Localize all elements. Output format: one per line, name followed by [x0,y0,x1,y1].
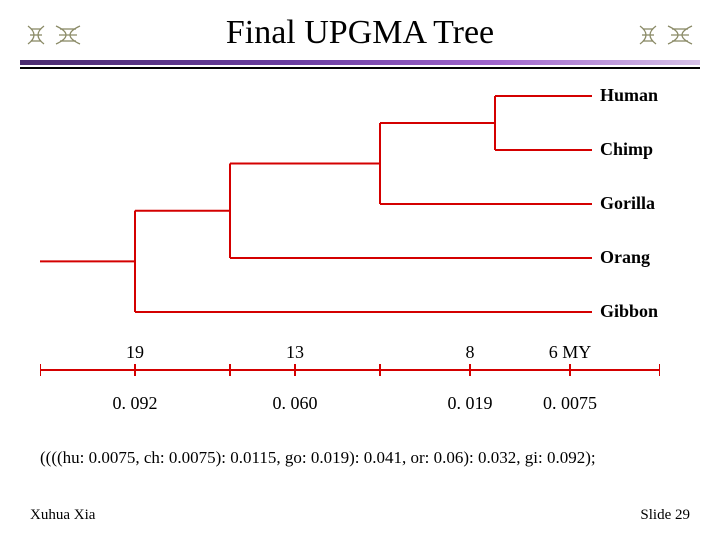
title-underline [20,60,700,68]
newick-string: ((((hu: 0.0075, ch: 0.0075): 0.0115, go:… [40,448,680,468]
logo-left-icon [26,22,82,48]
slide-title: Final UPGMA Tree [0,14,720,52]
logo-right-icon [638,22,694,48]
upgma-tree [40,78,600,338]
footer-author: Xuhua Xia [30,507,95,524]
leaf-label-gibbon: Gibbon [600,302,658,320]
leaf-label-gorilla: Gorilla [600,194,655,212]
leaf-label-human: Human [600,86,658,104]
leaf-label-orang: Orang [600,248,650,266]
leaf-label-chimp: Chimp [600,140,653,158]
time-axis [40,350,660,420]
footer-slide-number: Slide 29 [640,507,690,524]
